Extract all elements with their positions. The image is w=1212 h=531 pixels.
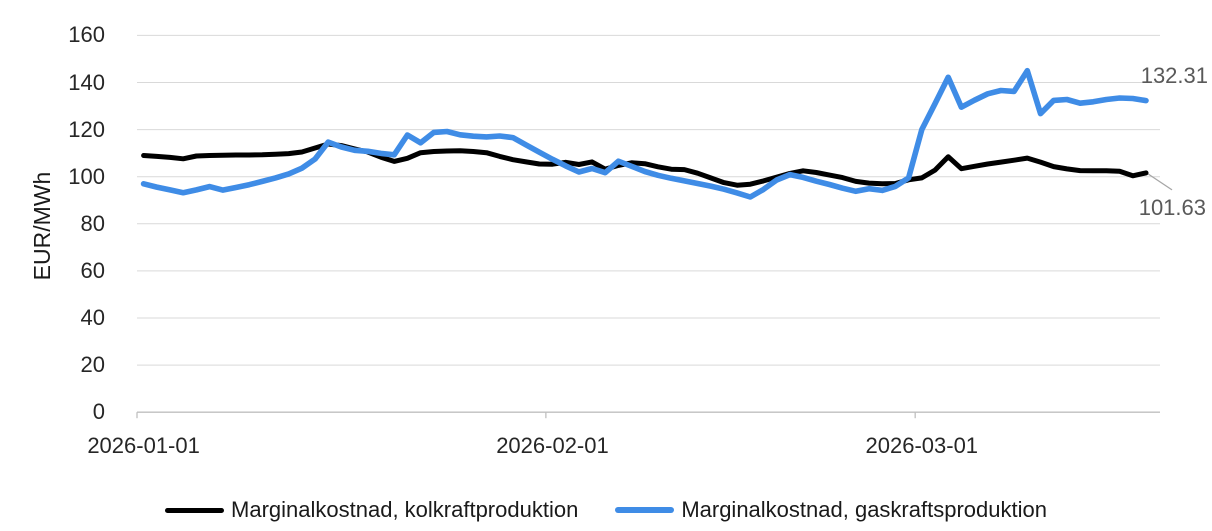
y-tick-label-40: 40 (80, 305, 105, 330)
legend-item-gaskraft: Marginalkostnad, gaskraftsproduktion (615, 497, 1047, 523)
end-label-leader-line (1147, 173, 1173, 191)
y-tick-label-100: 100 (68, 163, 105, 189)
legend-label-gaskraft: Marginalkostnad, gaskraftsproduktion (681, 497, 1047, 522)
x-tick-label-2026-03-01: 2026-03-01 (865, 433, 979, 458)
legend-swatch-gaskraft-icon (615, 507, 675, 513)
x-tick-label-2026-01-01: 2026-01-01 (87, 433, 200, 458)
y-tick-label-20: 20 (80, 352, 105, 378)
data-label-coal-end: 101.63 (1138, 195, 1206, 220)
legend-label-kolkraft: Marginalkostnad, kolkraftproduktion (231, 497, 579, 522)
x-tick-label-2026-02-01: 2026-02-01 (496, 433, 609, 458)
series-line-gaskraft (140, 67, 1149, 200)
y-tick-label-60: 60 (80, 257, 105, 283)
legend: Marginalkostnad, kolkraftproduktion Marg… (0, 495, 1212, 525)
legend-swatch-kolkraft-icon (165, 507, 225, 513)
y-tick-label-120: 120 (68, 116, 105, 142)
y-tick-label-80: 80 (80, 210, 105, 236)
data-label-gas-end: 132.31 (1140, 63, 1208, 88)
y-tick-label-140: 140 (68, 69, 105, 95)
y-tick-label-160: 160 (68, 22, 105, 48)
y-tick-label-0: 0 (92, 399, 105, 425)
series-line-kolkraft (141, 141, 1149, 188)
legend-item-kolkraft: Marginalkostnad, kolkraftproduktion (165, 497, 578, 523)
